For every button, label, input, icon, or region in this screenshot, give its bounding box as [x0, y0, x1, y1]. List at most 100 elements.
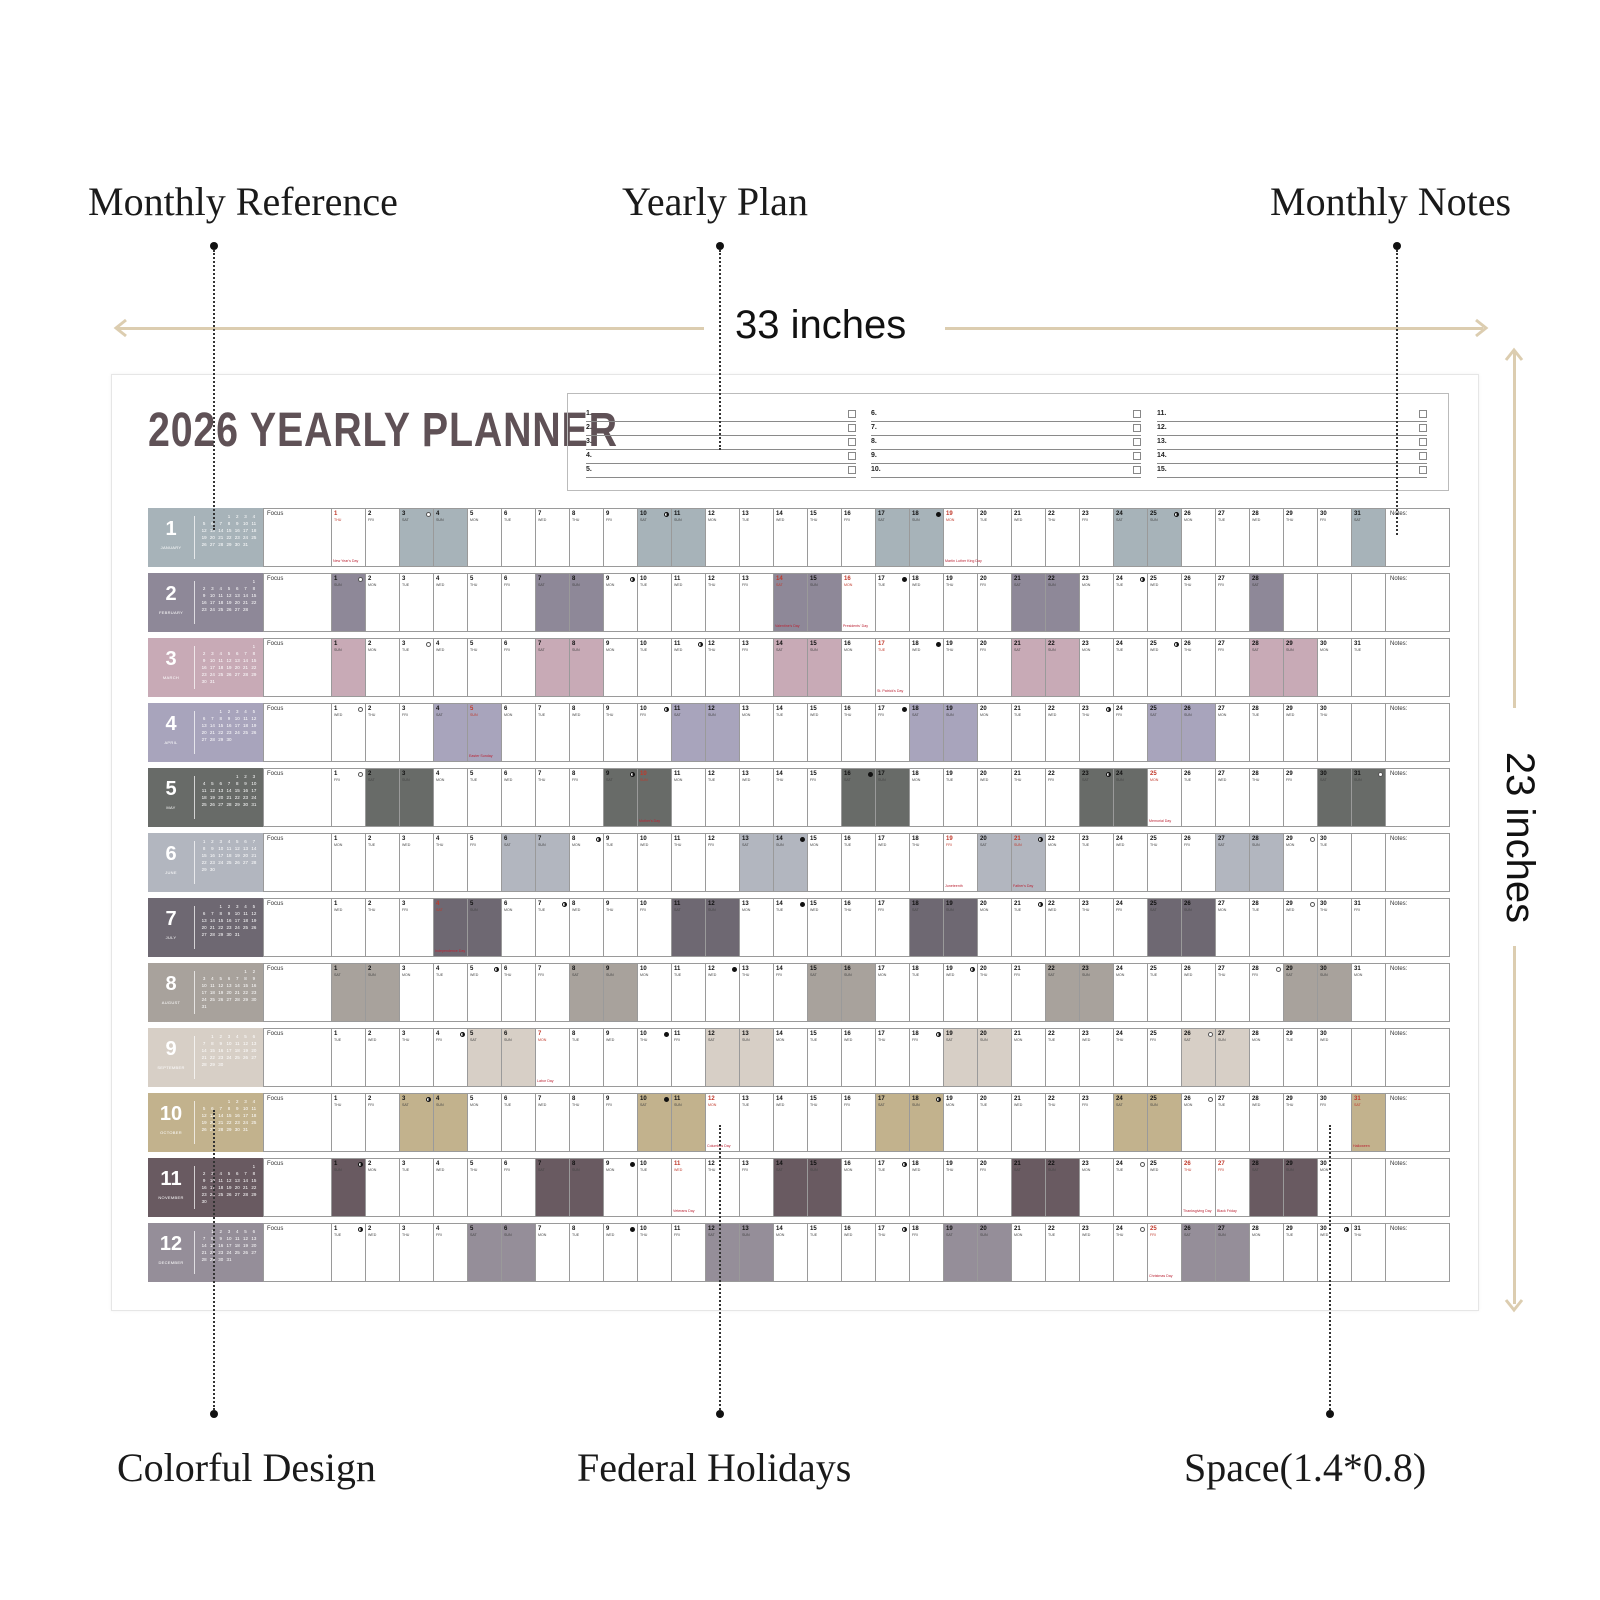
- day-cell[interactable]: 17 FRI: [876, 704, 910, 761]
- day-cell[interactable]: 21 WED: [1012, 1094, 1046, 1151]
- day-cell[interactable]: 28 SAT: [1250, 1159, 1284, 1216]
- day-cell[interactable]: 9 THU: [604, 899, 638, 956]
- day-cell[interactable]: 23 THU: [1080, 899, 1114, 956]
- day-cell[interactable]: 18 SUN: [910, 1094, 944, 1151]
- day-cell[interactable]: 16 FRI: [842, 509, 876, 566]
- day-cell[interactable]: 30 THU: [1318, 704, 1352, 761]
- day-cell[interactable]: 2 SAT: [366, 769, 400, 826]
- day-cell[interactable]: 17 TUE: [876, 1159, 910, 1216]
- day-cell[interactable]: 22 THU: [1046, 1094, 1080, 1151]
- day-cell[interactable]: 9 WED: [604, 1029, 638, 1086]
- monthly-notes-cell[interactable]: Notes:: [1385, 703, 1450, 762]
- day-cell[interactable]: 14 TUE: [774, 704, 808, 761]
- day-cell[interactable]: 18 MON: [910, 769, 944, 826]
- day-cell[interactable]: 2 SUN: [366, 964, 400, 1021]
- plan-checkbox[interactable]: [1133, 424, 1141, 432]
- day-cell[interactable]: 1 SUN: [332, 1159, 366, 1216]
- day-cell[interactable]: 1 SUN: [332, 639, 366, 696]
- day-cell[interactable]: 14 WED: [774, 1094, 808, 1151]
- day-cell[interactable]: 2 FRI: [366, 509, 400, 566]
- day-cell[interactable]: 6 TUE: [502, 509, 536, 566]
- day-cell[interactable]: 10 FRI: [638, 899, 672, 956]
- day-cell[interactable]: 27 SUN: [1216, 1224, 1250, 1281]
- plan-checkbox[interactable]: [1133, 438, 1141, 446]
- day-cell[interactable]: 26 THU Thanksgiving Day: [1182, 1159, 1216, 1216]
- day-cell[interactable]: 3 THU: [400, 1029, 434, 1086]
- day-cell[interactable]: 19 MON Martin Luther King Day: [944, 509, 982, 566]
- day-cell[interactable]: [1352, 704, 1386, 761]
- day-cell[interactable]: 11 FRI: [672, 1224, 706, 1281]
- day-cell[interactable]: 1 TUE: [332, 1224, 366, 1281]
- day-cell[interactable]: 24 SUN: [1114, 769, 1148, 826]
- day-cell[interactable]: 5 SAT: [468, 1224, 502, 1281]
- day-cell[interactable]: 6 SAT: [502, 834, 536, 891]
- day-cell[interactable]: 20 WED: [978, 769, 1012, 826]
- day-cell[interactable]: 21 SAT: [1012, 1159, 1046, 1216]
- day-cell[interactable]: 30 MON: [1318, 1159, 1352, 1216]
- day-cell[interactable]: 14 MON: [774, 1224, 808, 1281]
- day-cell[interactable]: 13 SAT: [740, 834, 774, 891]
- day-cell[interactable]: 16 SAT: [842, 769, 876, 826]
- day-cell[interactable]: 20 TUE: [978, 509, 1012, 566]
- day-cell[interactable]: 15 SAT: [808, 964, 842, 1021]
- plan-item[interactable]: 5.: [586, 464, 856, 478]
- day-cell[interactable]: 14 TUE: [774, 899, 808, 956]
- day-cell[interactable]: 15 TUE: [808, 1224, 842, 1281]
- day-cell[interactable]: 12 TUE: [706, 769, 740, 826]
- day-cell[interactable]: 31 FRI: [1352, 899, 1386, 956]
- day-cell[interactable]: 21 SAT: [1012, 574, 1046, 631]
- day-cell[interactable]: 10 TUE: [638, 1159, 672, 1216]
- day-cell[interactable]: 15 SUN: [808, 1159, 842, 1216]
- day-cell[interactable]: 17 SAT: [876, 509, 910, 566]
- day-cell[interactable]: 30 MON: [1318, 639, 1352, 696]
- day-cell[interactable]: 8 SUN: [570, 1159, 604, 1216]
- day-cell[interactable]: 8 SUN: [570, 639, 604, 696]
- day-cell[interactable]: 2 WED: [366, 1029, 400, 1086]
- plan-item[interactable]: 6.: [871, 408, 1141, 422]
- day-cell[interactable]: 3 SAT: [400, 509, 434, 566]
- day-cell[interactable]: 10 SAT: [638, 509, 672, 566]
- day-cell[interactable]: 20 FRI: [978, 639, 1012, 696]
- day-cell[interactable]: 12 THU: [706, 574, 740, 631]
- day-cell[interactable]: 21 WED: [1012, 509, 1046, 566]
- day-cell[interactable]: 21 TUE: [1012, 704, 1046, 761]
- day-cell[interactable]: 3 SAT: [400, 1094, 434, 1151]
- day-cell[interactable]: 13 MON: [740, 704, 774, 761]
- focus-cell[interactable]: Focus: [263, 1028, 332, 1087]
- day-cell[interactable]: 16 TUE: [842, 834, 876, 891]
- day-cell[interactable]: 24 TUE: [1114, 1159, 1148, 1216]
- day-cell[interactable]: 23 MON: [1080, 574, 1114, 631]
- plan-item[interactable]: 15.: [1157, 464, 1427, 478]
- plan-item[interactable]: 13.: [1157, 436, 1427, 450]
- day-cell[interactable]: 20 FRI: [978, 1159, 1012, 1216]
- day-cell[interactable]: 25 SUN: [1148, 509, 1182, 566]
- plan-item[interactable]: 9.: [871, 450, 1141, 464]
- day-cell[interactable]: 7 SAT: [536, 639, 570, 696]
- day-cell[interactable]: 27 THU: [1216, 964, 1250, 1021]
- day-cell[interactable]: 14 WED: [774, 509, 808, 566]
- plan-checkbox[interactable]: [848, 438, 856, 446]
- day-cell[interactable]: 18 SUN: [910, 509, 944, 566]
- day-cell[interactable]: 13 WED: [740, 769, 774, 826]
- day-cell[interactable]: 5 THU: [468, 639, 502, 696]
- day-cell[interactable]: 7 WED: [536, 509, 570, 566]
- day-cell[interactable]: 24 SAT: [1114, 509, 1148, 566]
- day-cell[interactable]: 8 SAT: [570, 964, 604, 1021]
- day-cell[interactable]: 14 THU: [774, 769, 808, 826]
- day-cell[interactable]: 20 SUN: [978, 1029, 1012, 1086]
- plan-item[interactable]: 14.: [1157, 450, 1427, 464]
- day-cell[interactable]: 18 SAT: [910, 899, 944, 956]
- focus-cell[interactable]: Focus: [263, 833, 332, 892]
- day-cell[interactable]: 23 WED: [1080, 1029, 1114, 1086]
- plan-item[interactable]: 11.: [1157, 408, 1427, 422]
- day-cell[interactable]: 20 THU: [978, 964, 1012, 1021]
- day-cell[interactable]: 23 TUE: [1080, 834, 1114, 891]
- day-cell[interactable]: 3 FRI: [400, 704, 434, 761]
- day-cell[interactable]: 9 SUN: [604, 964, 638, 1021]
- day-cell[interactable]: 1 THU New Year's Day: [332, 509, 366, 566]
- day-cell[interactable]: 4 FRI: [434, 1029, 468, 1086]
- day-cell[interactable]: 9 MON: [604, 1159, 638, 1216]
- day-cell[interactable]: 24 MON: [1114, 964, 1148, 1021]
- day-cell[interactable]: 26 THU: [1182, 639, 1216, 696]
- day-cell[interactable]: 14 SAT: [774, 639, 808, 696]
